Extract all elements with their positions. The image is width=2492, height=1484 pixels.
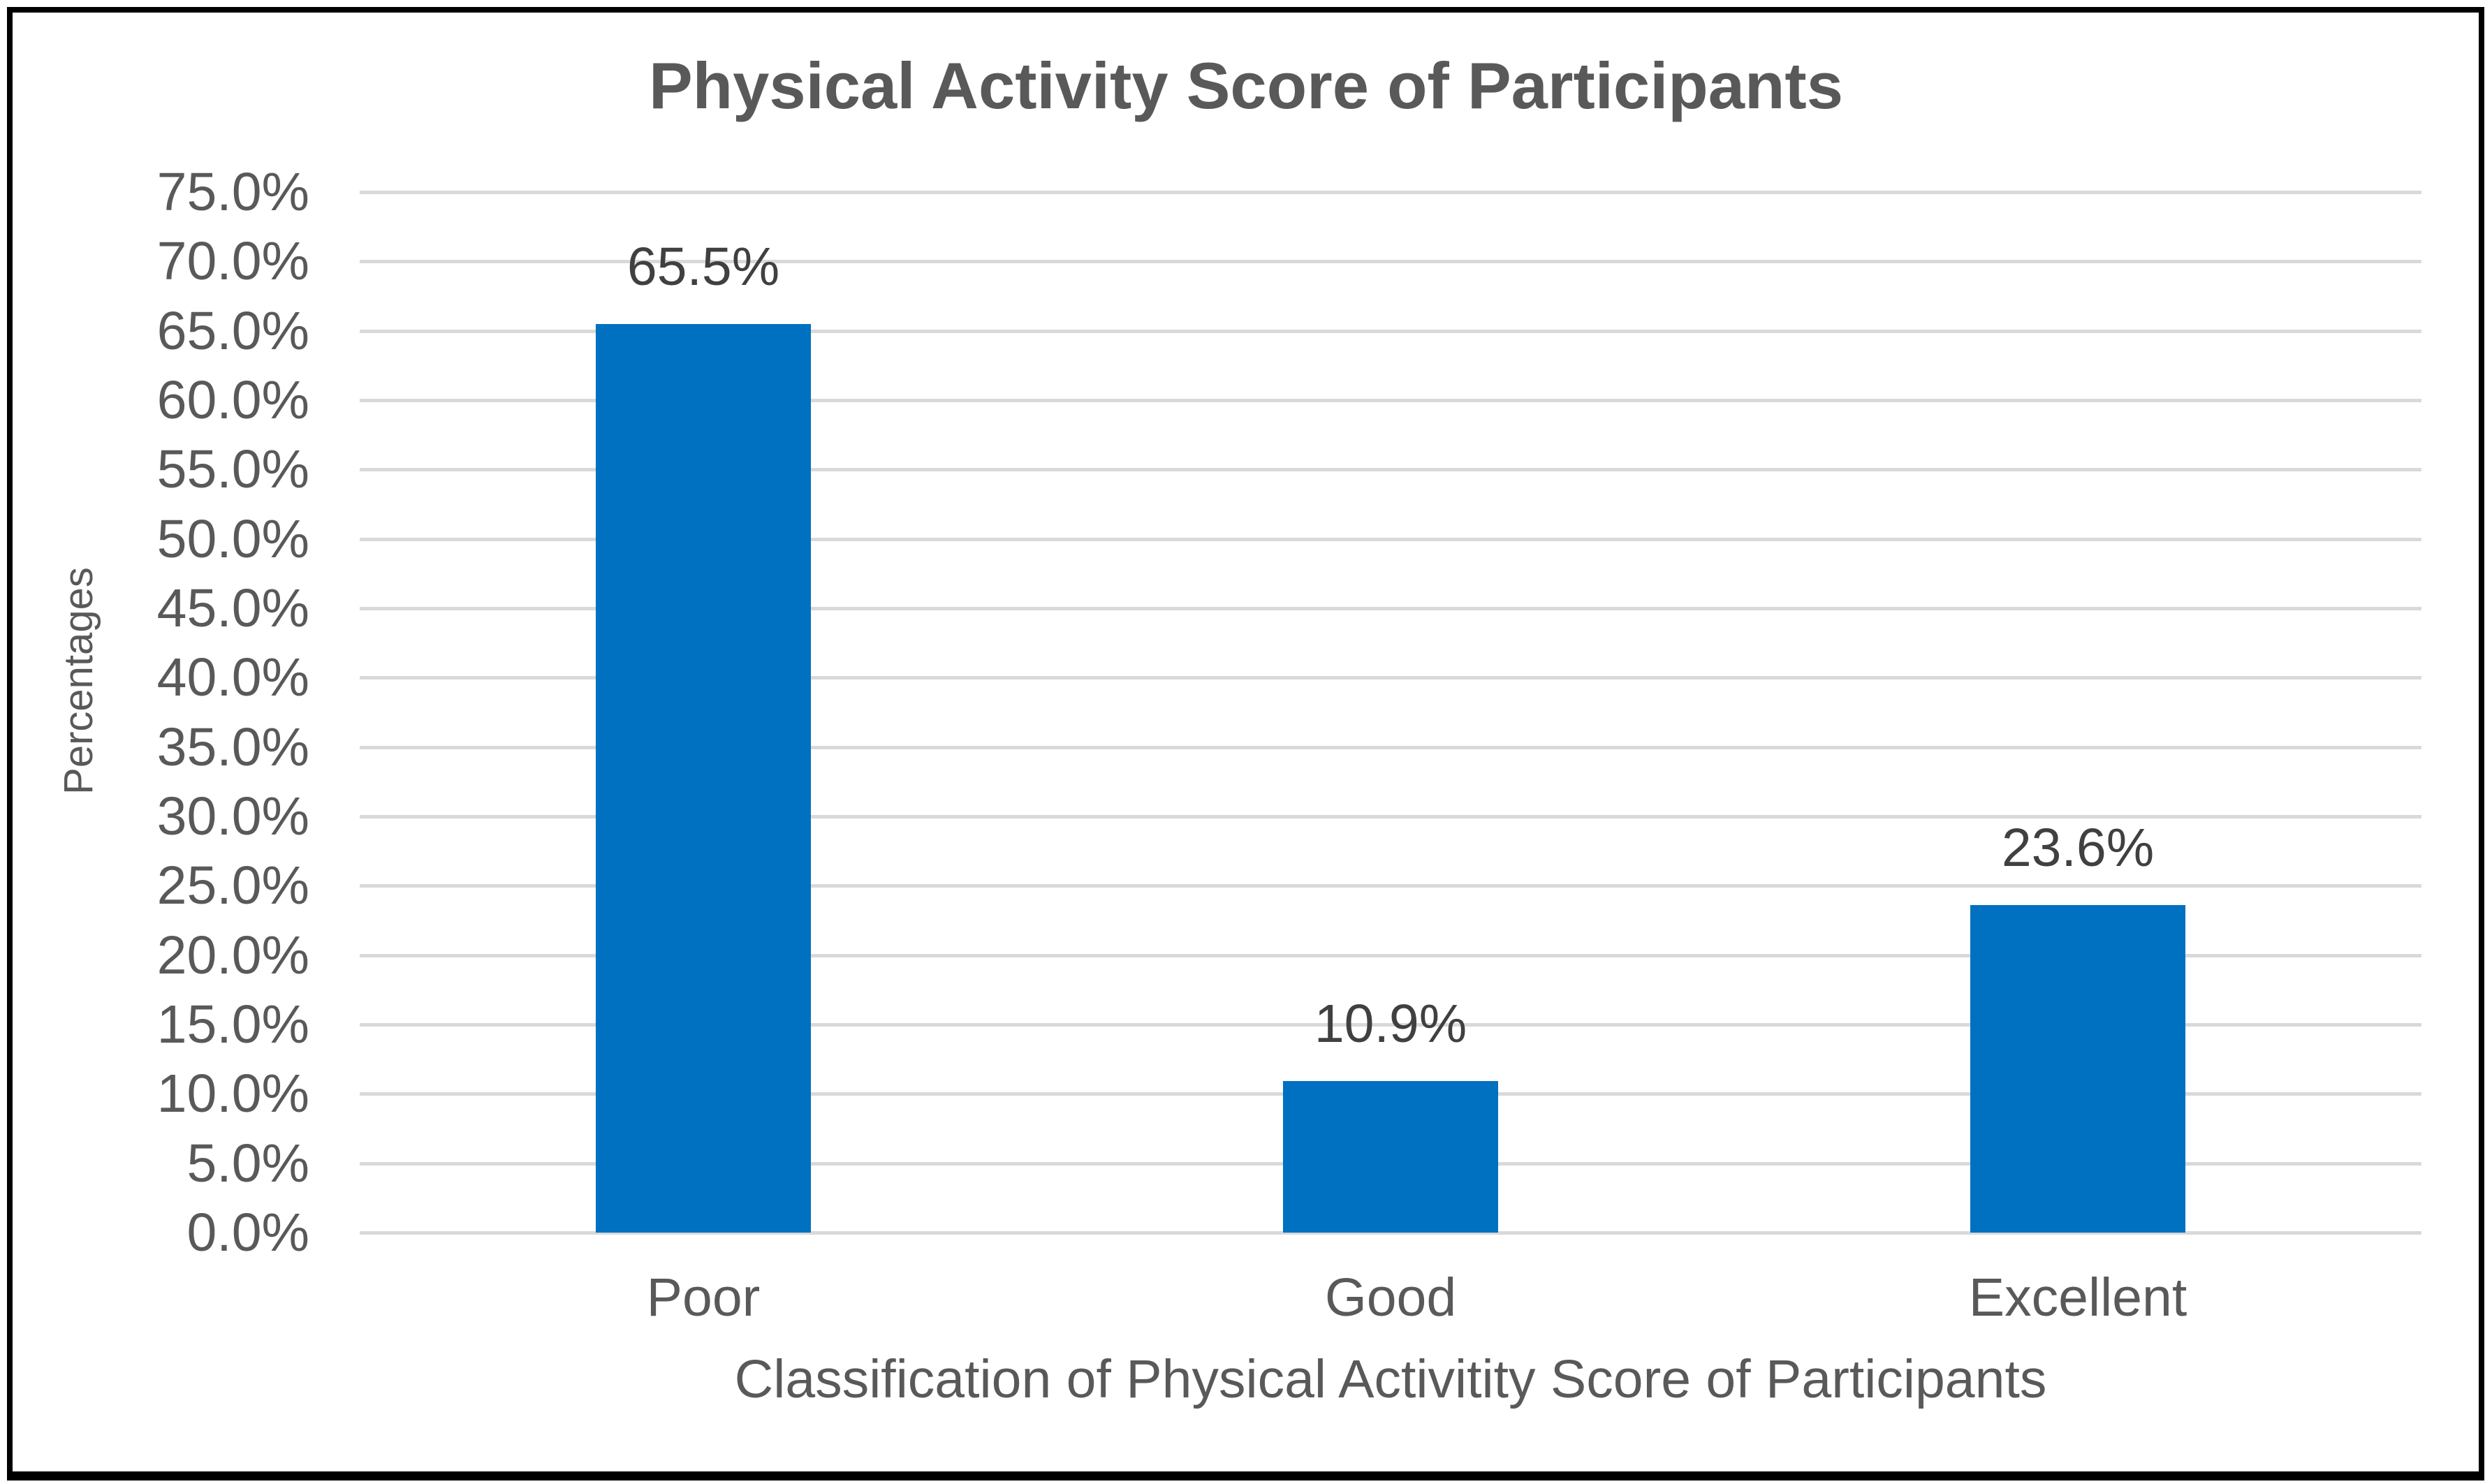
y-tick-label: 65.0% bbox=[156, 300, 309, 361]
plot-area bbox=[360, 192, 2421, 1233]
y-tick-label: 50.0% bbox=[156, 508, 309, 569]
y-tick-label: 55.0% bbox=[156, 439, 309, 500]
chart-border-frame bbox=[7, 7, 2484, 1481]
y-tick-label: 45.0% bbox=[156, 578, 309, 638]
y-tick-label: 0.0% bbox=[186, 1203, 309, 1263]
y-tick-label: 15.0% bbox=[156, 994, 309, 1055]
gridline bbox=[360, 1023, 2421, 1027]
bar-value-label: 23.6% bbox=[2001, 818, 2155, 878]
x-category-label: Good bbox=[1324, 1268, 1457, 1328]
gridline bbox=[360, 953, 2421, 957]
gridline bbox=[360, 329, 2421, 333]
chart-title: Physical Activity Score of Participants bbox=[648, 49, 1844, 122]
y-tick-label: 40.0% bbox=[156, 647, 309, 708]
bar-poor bbox=[596, 324, 811, 1233]
x-axis-title: Classification of Physical Activitity Sc… bbox=[734, 1349, 2047, 1409]
gridline bbox=[360, 537, 2421, 541]
y-tick-label: 25.0% bbox=[156, 855, 309, 916]
bar-good bbox=[1283, 1081, 1498, 1233]
bar-value-label: 10.9% bbox=[1314, 994, 1467, 1054]
gridline bbox=[360, 1231, 2421, 1235]
y-tick-label: 75.0% bbox=[156, 162, 309, 222]
gridline bbox=[360, 607, 2421, 610]
gridline bbox=[360, 191, 2421, 194]
bar-excellent bbox=[1970, 905, 2185, 1233]
y-tick-label: 70.0% bbox=[156, 231, 309, 292]
gridline bbox=[360, 260, 2421, 264]
y-tick-label: 10.0% bbox=[156, 1064, 309, 1124]
gridline bbox=[360, 815, 2421, 818]
x-category-label: Excellent bbox=[1968, 1268, 2187, 1328]
y-tick-label: 60.0% bbox=[156, 370, 309, 430]
x-category-label: Poor bbox=[646, 1268, 761, 1328]
bar-value-label: 65.5% bbox=[626, 237, 780, 297]
gridline bbox=[360, 745, 2421, 749]
gridline bbox=[360, 884, 2421, 888]
y-tick-label: 35.0% bbox=[156, 717, 309, 777]
y-tick-label: 5.0% bbox=[186, 1133, 309, 1193]
y-tick-label: 30.0% bbox=[156, 786, 309, 846]
gridline bbox=[360, 399, 2421, 402]
y-tick-label: 20.0% bbox=[156, 925, 309, 985]
gridline bbox=[360, 676, 2421, 680]
gridline bbox=[360, 468, 2421, 472]
